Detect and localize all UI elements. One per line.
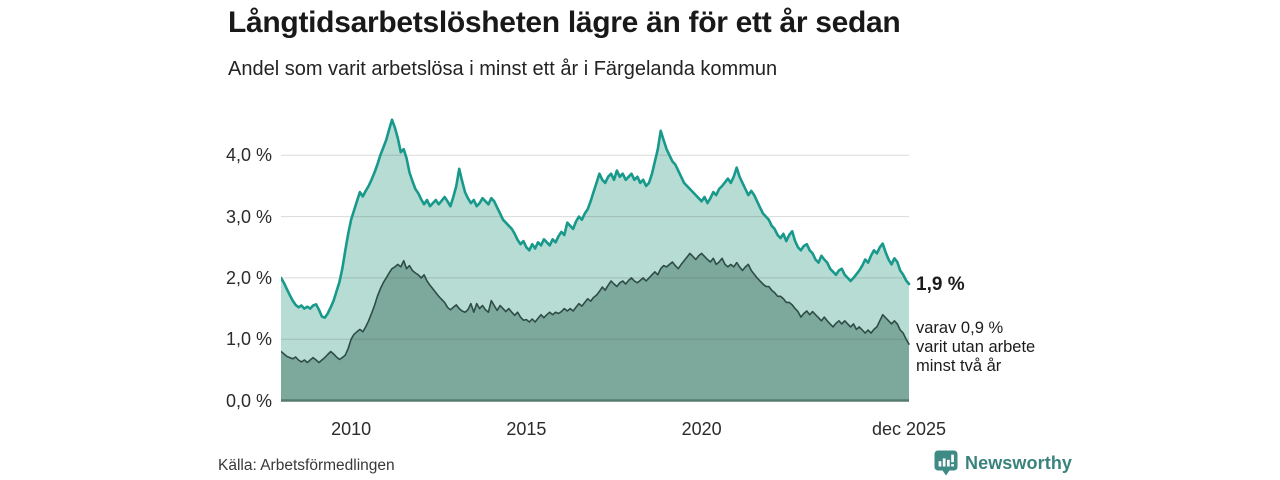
newsworthy-wordmark: Newsworthy [965,453,1073,473]
end-sub-line: varit utan arbete [916,338,1036,356]
chart-subtitle: Andel som varit arbetslösa i minst ett å… [228,58,778,80]
x-tick-label: dec 2025 [871,419,947,439]
series-twoyear-line [281,252,910,364]
end-value-label: 1,9 % [916,274,965,295]
y-tick-label: 4,0 % [225,145,272,166]
end-sub-line: varav 0,9 % [916,319,1004,337]
end-sub-annotation: varav 0,9 % varit utan arbete minst två … [916,319,1086,376]
end-sub-line: minst två år [916,357,1002,375]
series-twoyear-area [281,253,909,401]
y-tick-label: 2,0 % [225,267,272,288]
area-chart-plot [281,118,911,402]
y-tick-label: 0,0 % [225,390,272,411]
x-tick-label: 2015 [506,419,547,439]
newsworthy-logo[interactable]: Newsworthy [934,450,1072,477]
gridlines [281,154,909,340]
y-tick-label: 3,0 % [225,206,272,227]
newsworthy-bar-chart-icon [934,450,958,476]
source-credit: Källa: Arbetsförmedlingen [218,457,395,474]
series-total-line [281,118,911,319]
y-tick-label: 1,0 % [225,329,272,350]
x-tick-label: 2020 [681,419,722,439]
chart-title: Långtidsarbetslösheten lägre än för ett … [228,6,901,39]
x-tick-label: 2010 [331,419,372,439]
